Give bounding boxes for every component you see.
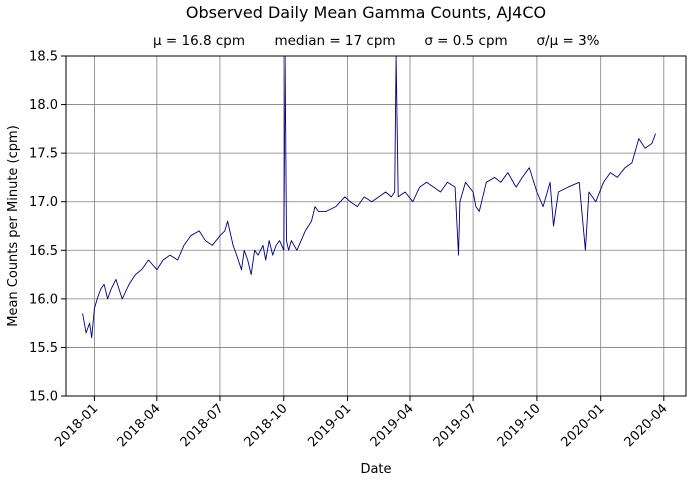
y-ticks: 15.0 15.5 16.0 16.5 17.0 17.5 18.0 18.5 — [29, 50, 66, 405]
x-tick-label: 2019-10 — [495, 401, 544, 450]
y-tick-label: 16.0 — [29, 292, 58, 307]
series-line — [82, 55, 656, 339]
subtitle-mean: μ = 16.8 cpm — [153, 33, 245, 49]
x-axis-label: Date — [360, 462, 391, 477]
x-tick-label: 2020-04 — [622, 401, 671, 450]
y-tick-label: 17.0 — [29, 195, 58, 210]
x-tick-label: 2018-01 — [52, 401, 101, 450]
x-tick-label: 2020-01 — [559, 401, 608, 450]
series-layer — [82, 55, 656, 339]
x-tick-label: 2018-04 — [115, 401, 164, 450]
x-ticks: 2018-01 2018-04 2018-07 2018-10 2019-01 2019-… — [52, 396, 671, 450]
y-tick-label: 17.5 — [29, 147, 58, 162]
plot-frame — [65, 55, 687, 397]
x-tick-label: 2019-01 — [305, 401, 354, 450]
y-tick-label: 15.0 — [29, 390, 58, 405]
x-tick-label: 2018-07 — [178, 401, 227, 450]
subtitle-cv: σ/μ = 3% — [536, 33, 599, 49]
x-tick-label: 2019-07 — [431, 401, 480, 450]
grid — [66, 55, 686, 397]
x-tick-label: 2019-04 — [368, 401, 417, 450]
y-axis-label: Mean Counts per Minute (cpm) — [6, 125, 21, 327]
y-tick-label: 18.5 — [29, 50, 58, 65]
y-tick-label: 16.5 — [29, 244, 58, 259]
x-tick-label: 2018-10 — [242, 401, 291, 450]
chart-title: Observed Daily Mean Gamma Counts, AJ4CO — [186, 3, 546, 22]
y-tick-label: 18.0 — [29, 98, 58, 113]
y-tick-label: 15.5 — [29, 341, 58, 356]
subtitle-std: σ = 0.5 cpm — [424, 33, 507, 49]
subtitle-median: median = 17 cpm — [274, 33, 395, 49]
